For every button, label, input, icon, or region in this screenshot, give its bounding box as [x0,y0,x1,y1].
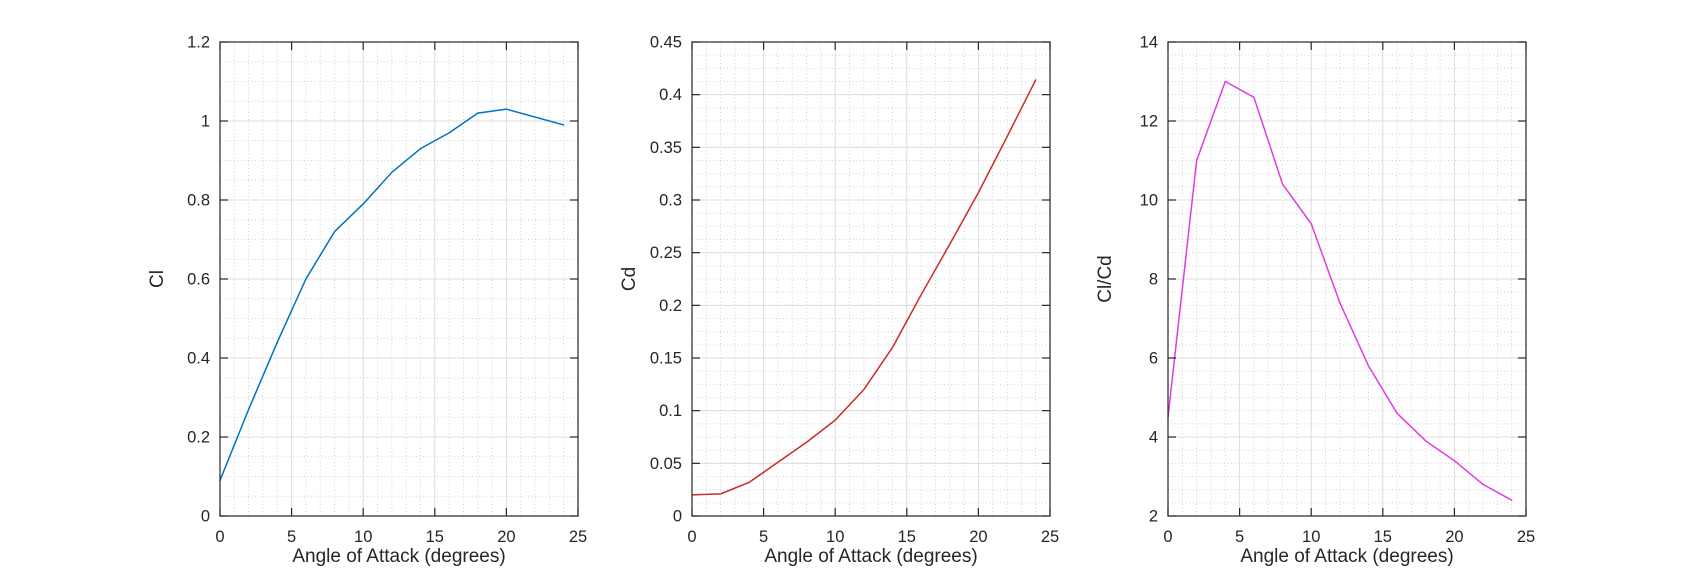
x-tick-label: 25 [1517,528,1535,546]
chart-cd: 0 5 10 15 20 25 0 0.05 0.1 0.15 0.2 0.25 0.3 0.35 0.4 0… [612,0,1072,580]
y-tick-label: 0.4 [187,350,210,368]
y-tick-label: 0.05 [650,455,682,473]
cl-plot-canvas: 0 5 10 15 20 25 0 0.2 0.4 0.6 0.8 1 1.2 [187,34,587,547]
x-tick-label: 25 [1041,528,1059,546]
y-tick-label: 14 [1140,34,1158,52]
x-tick-label: 10 [354,528,372,546]
x-tick-label: 0 [1163,528,1172,546]
y-tick-label: 0.3 [659,192,682,210]
x-tick-label: 10 [1302,528,1320,546]
y-tick-label: 0.8 [187,192,210,210]
y-tick-label: 1 [201,113,210,131]
x-tick-label: 15 [898,528,916,546]
y-tick-label: 0.35 [650,139,682,157]
x-tick-label: 5 [287,528,296,546]
x-tick-label: 20 [1445,528,1463,546]
data-line-cl-cd [1167,80,1513,501]
y-tick-label: 0.2 [659,297,682,315]
x-tick-label: 20 [969,528,987,546]
y-tick-label: 0.1 [659,402,682,420]
y-tick-label: 8 [1149,271,1158,289]
clcd-x-axis-label: Angle of Attack (degrees) [1240,546,1454,567]
y-tick-label: 10 [1140,192,1158,210]
x-tick-label: 25 [569,528,587,546]
cd-plot-canvas: 0 5 10 15 20 25 0 0.05 0.1 0.15 0.2 0.25 0.3 0.35 0.4 0… [650,34,1059,547]
x-tick-label: 0 [215,528,224,546]
y-tick-label: 0 [201,508,210,526]
x-tick-label: 5 [1235,528,1244,546]
y-tick-label: 0.4 [659,86,682,104]
x-tick-label: 10 [826,528,844,546]
y-tick-label: 0.45 [650,34,682,52]
cd-y-axis-label: Cd [619,266,640,292]
x-tick-label: 5 [759,528,768,546]
y-tick-label: 0.2 [187,429,210,447]
x-tick-label: 0 [687,528,696,546]
cl-y-axis-label: Cl [147,270,168,288]
x-tick-label: 20 [497,528,515,546]
data-line-cl [219,108,565,482]
y-tick-label: 12 [1140,113,1158,131]
y-tick-label: 0.6 [187,271,210,289]
clcd-y-axis-label: Cl/Cd [1095,255,1116,303]
x-tick-label: 15 [1374,528,1392,546]
y-tick-label: 2 [1149,508,1158,526]
y-tick-label: 0 [673,508,682,526]
y-tick-label: 4 [1149,429,1158,447]
clcd-plot-canvas: 0 5 10 15 20 25 2 4 6 8 10 12 14 [1140,34,1536,547]
y-tick-label: 6 [1149,350,1158,368]
chart-cl: 0 5 10 15 20 25 0 0.2 0.4 0.6 0.8 1 1.2 Cl Angle of … [140,0,600,580]
y-tick-label: 1.2 [187,34,210,52]
chart-clcd: 0 5 10 15 20 25 2 4 6 8 10 12 14 Cl/Cd Angle of Atta… [1088,0,1548,580]
y-tick-label: 0.25 [650,244,682,262]
cd-x-axis-label: Angle of Attack (degrees) [764,546,978,567]
axis-box [691,41,1051,517]
y-tick-label: 0.15 [650,350,682,368]
x-tick-label: 15 [426,528,444,546]
cl-x-axis-label: Angle of Attack (degrees) [292,546,506,567]
data-line-cd [691,79,1037,496]
